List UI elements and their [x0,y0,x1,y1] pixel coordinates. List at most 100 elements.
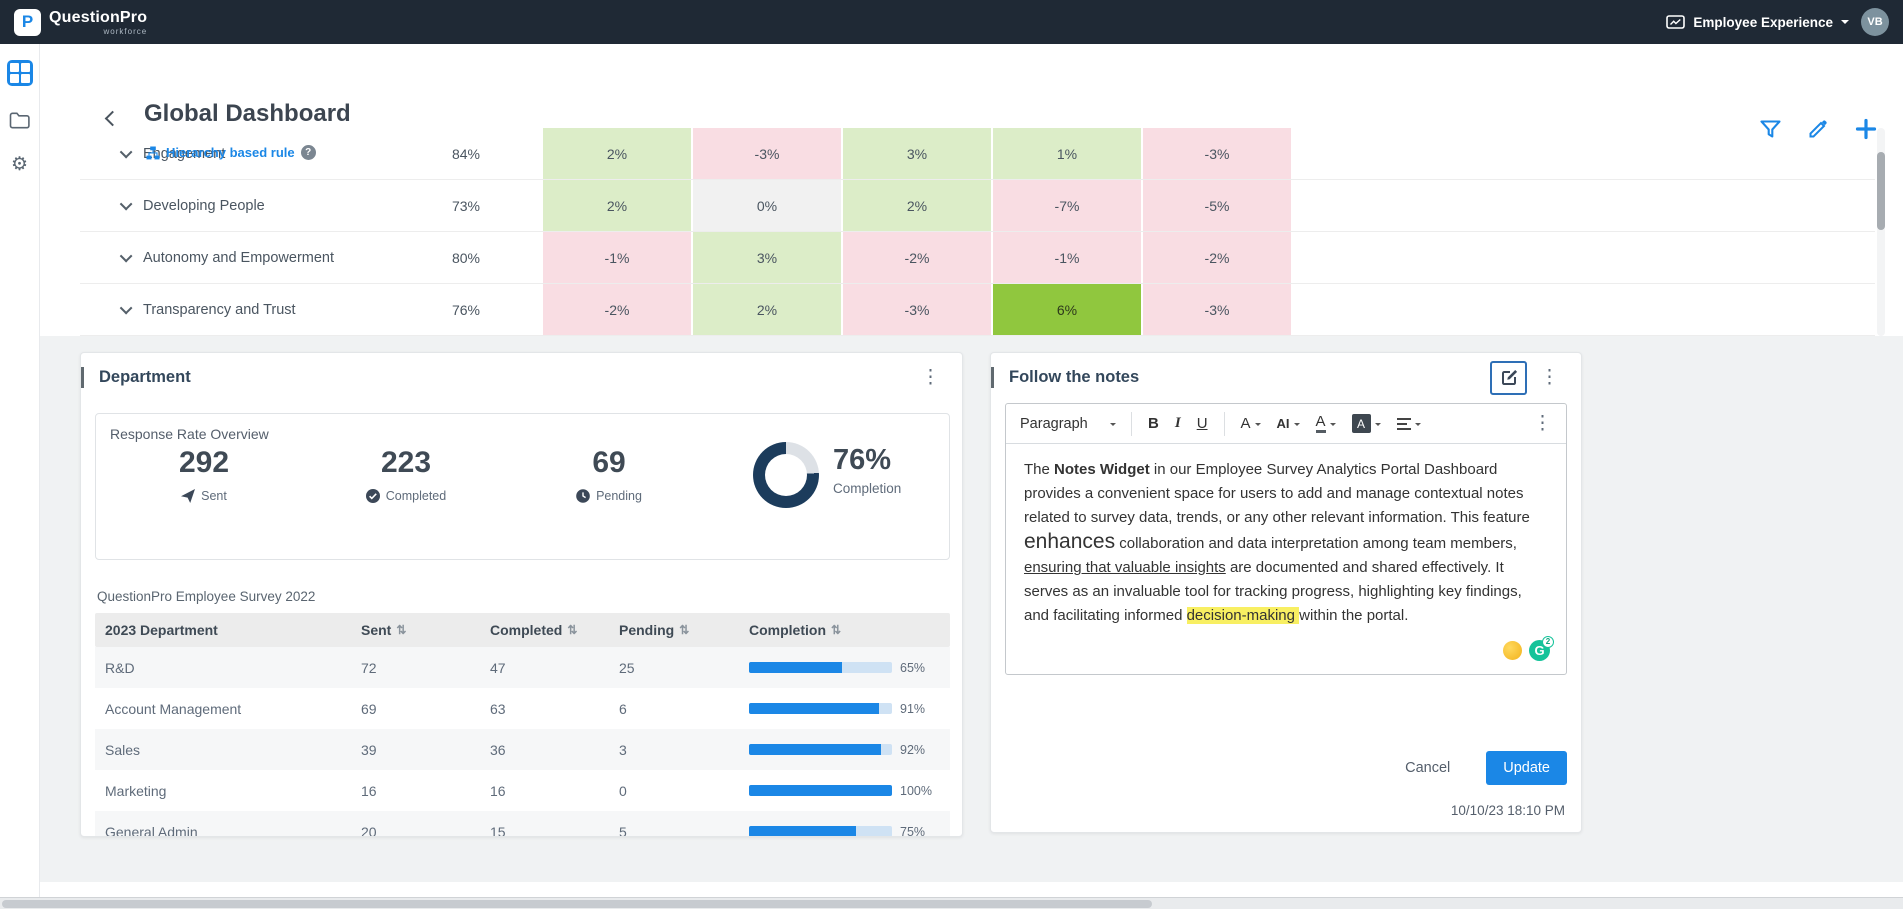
stat-label: Sent [201,489,227,503]
table-row: R&D 72 47 25 65% [95,647,950,688]
chevron-down-icon[interactable] [119,145,133,159]
cell-completed: 63 [490,700,506,717]
sort-icon[interactable]: ⇅ [567,623,578,637]
ai-assistant-button[interactable]: AI [1270,412,1307,435]
completion-bar-track [749,662,892,673]
help-icon[interactable]: ? [300,145,316,160]
product-label: Employee Experience [1693,14,1833,30]
card-drag-handle[interactable] [991,367,994,388]
note-text: The Notes Widget in our Employee Survey … [1024,461,1530,624]
underline-button[interactable]: U [1196,415,1208,432]
cancel-button[interactable]: Cancel [1405,760,1451,776]
note-text-area[interactable]: The Notes Widget in our Employee Survey … [1006,444,1566,675]
cell-department: R&D [105,659,135,676]
grammarly-tone-icon[interactable] [1503,641,1522,660]
chevron-down-icon [1841,20,1849,28]
grammarly-icon[interactable]: G 2 [1529,636,1554,661]
chevron-down-icon[interactable] [119,249,133,263]
align-button[interactable] [1390,414,1428,434]
cell-sent: 16 [361,782,377,799]
send-icon [181,489,196,503]
add-button[interactable] [1855,118,1877,140]
metrics-scrollbar-track[interactable] [1877,128,1885,336]
metrics-table: Engagement 84% 2% -3% 3% 1% -3% Developing Peop… [80,128,1875,336]
kebab-menu-icon[interactable]: ⋮ [1540,366,1559,388]
page-title: Global Dashboard [144,100,351,127]
completion-bar-fill [749,662,842,673]
metric-row-label: Transparency and Trust [80,284,391,335]
metric-value-cell: 0% [691,180,841,231]
chevron-down-icon [1374,422,1381,429]
sort-icon[interactable]: ⇅ [831,623,842,637]
column-header-completed[interactable]: Completed ⇅ [490,622,578,638]
hierarchy-rule-link[interactable]: Hierarchy based rule ? [146,145,316,160]
stat-value: 69 [592,446,626,479]
metric-value-cell: -5% [1141,180,1291,231]
page-header: Global Dashboard Hierarchy based rule ? [40,44,1903,160]
metric-value-cell: 3% [841,128,991,179]
sort-icon[interactable]: ⇅ [396,623,407,637]
completion-bar-track [749,785,892,796]
sidebar-item-folders[interactable] [9,112,30,129]
metric-score: 73% [451,197,481,214]
metric-value-cell: -3% [1141,128,1291,179]
stat-pending: 69 Pending [534,446,684,503]
filter-button[interactable] [1760,119,1781,139]
survey-name-label: QuestionPro Employee Survey 2022 [97,589,316,604]
chevron-down-icon [1110,422,1116,429]
cell-sent: 39 [361,741,377,758]
stat-value: 223 [380,446,432,479]
metrics-scrollbar-thumb[interactable] [1877,152,1885,230]
product-switcher[interactable]: Employee Experience [1666,15,1849,30]
bold-button[interactable]: B [1148,415,1159,432]
toolbar-more-icon[interactable]: ⋮ [1533,413,1552,434]
chevron-down-icon [1414,422,1421,429]
stat-label: Pending [596,489,642,503]
highlight-color-button[interactable]: A [1345,410,1388,437]
font-color-button[interactable]: A [1309,410,1343,438]
card-drag-handle[interactable] [81,367,84,388]
cell-pending: 5 [619,823,627,837]
brand-logo[interactable]: P QuestionPro workforce [14,8,147,36]
completion-bar-fill [749,703,880,714]
column-header-sent[interactable]: Sent ⇅ [361,622,407,638]
completion-percent-label: 75% [900,824,926,837]
department-card-title: Department [99,367,191,386]
update-button[interactable]: Update [1486,751,1567,785]
chevron-down-icon[interactable] [119,301,133,315]
column-header-pending[interactable]: Pending ⇅ [619,622,690,638]
chevron-down-icon [1254,422,1261,429]
table-row: Sales 39 36 3 92% [95,729,950,770]
column-header-2023-department: 2023 Department [105,622,218,638]
kebab-menu-icon[interactable]: ⋮ [921,366,940,388]
cell-department: Sales [105,741,141,758]
chevron-down-icon[interactable] [119,197,133,211]
edit-button[interactable] [1808,119,1828,139]
paragraph-style-select[interactable]: Paragraph [1014,412,1122,436]
table-row: Marketing 16 16 0 100% [95,770,950,811]
horizontal-scrollbar-thumb[interactable] [2,900,1152,908]
cell-completion: 65% [739,661,950,675]
department-table-body: R&D 72 47 25 65% Account Management 69 63 6 91% Sa… [95,647,950,837]
column-header-completion[interactable]: Completion ⇅ [749,622,842,638]
sidebar-item-settings[interactable]: ⚙ [11,155,28,174]
department-table: 2023 Department Sent ⇅ Completed ⇅ Pending ⇅ Co… [95,613,950,837]
back-button[interactable] [104,112,118,126]
cell-pending: 6 [619,700,627,717]
chevron-down-icon [1293,422,1300,429]
horizontal-scrollbar-track[interactable] [0,897,1903,909]
sort-icon[interactable]: ⇅ [679,623,690,637]
cell-completion: 91% [739,702,950,716]
notes-card: Follow the notes ⋮ Paragraph B I U A [990,352,1582,833]
sidebar-item-dashboards[interactable] [6,60,33,86]
user-avatar[interactable]: VB [1861,8,1889,36]
completion-percent-label: 100% [900,783,932,798]
questionpro-logo-icon: P [14,8,41,36]
font-size-button[interactable]: A [1234,411,1268,436]
edit-notes-button[interactable] [1490,361,1527,395]
table-row: Account Management 69 63 6 91% [95,688,950,729]
italic-button[interactable]: I [1174,415,1181,431]
chevron-down-icon [1329,422,1336,429]
completion-percent-label: 91% [900,701,926,716]
